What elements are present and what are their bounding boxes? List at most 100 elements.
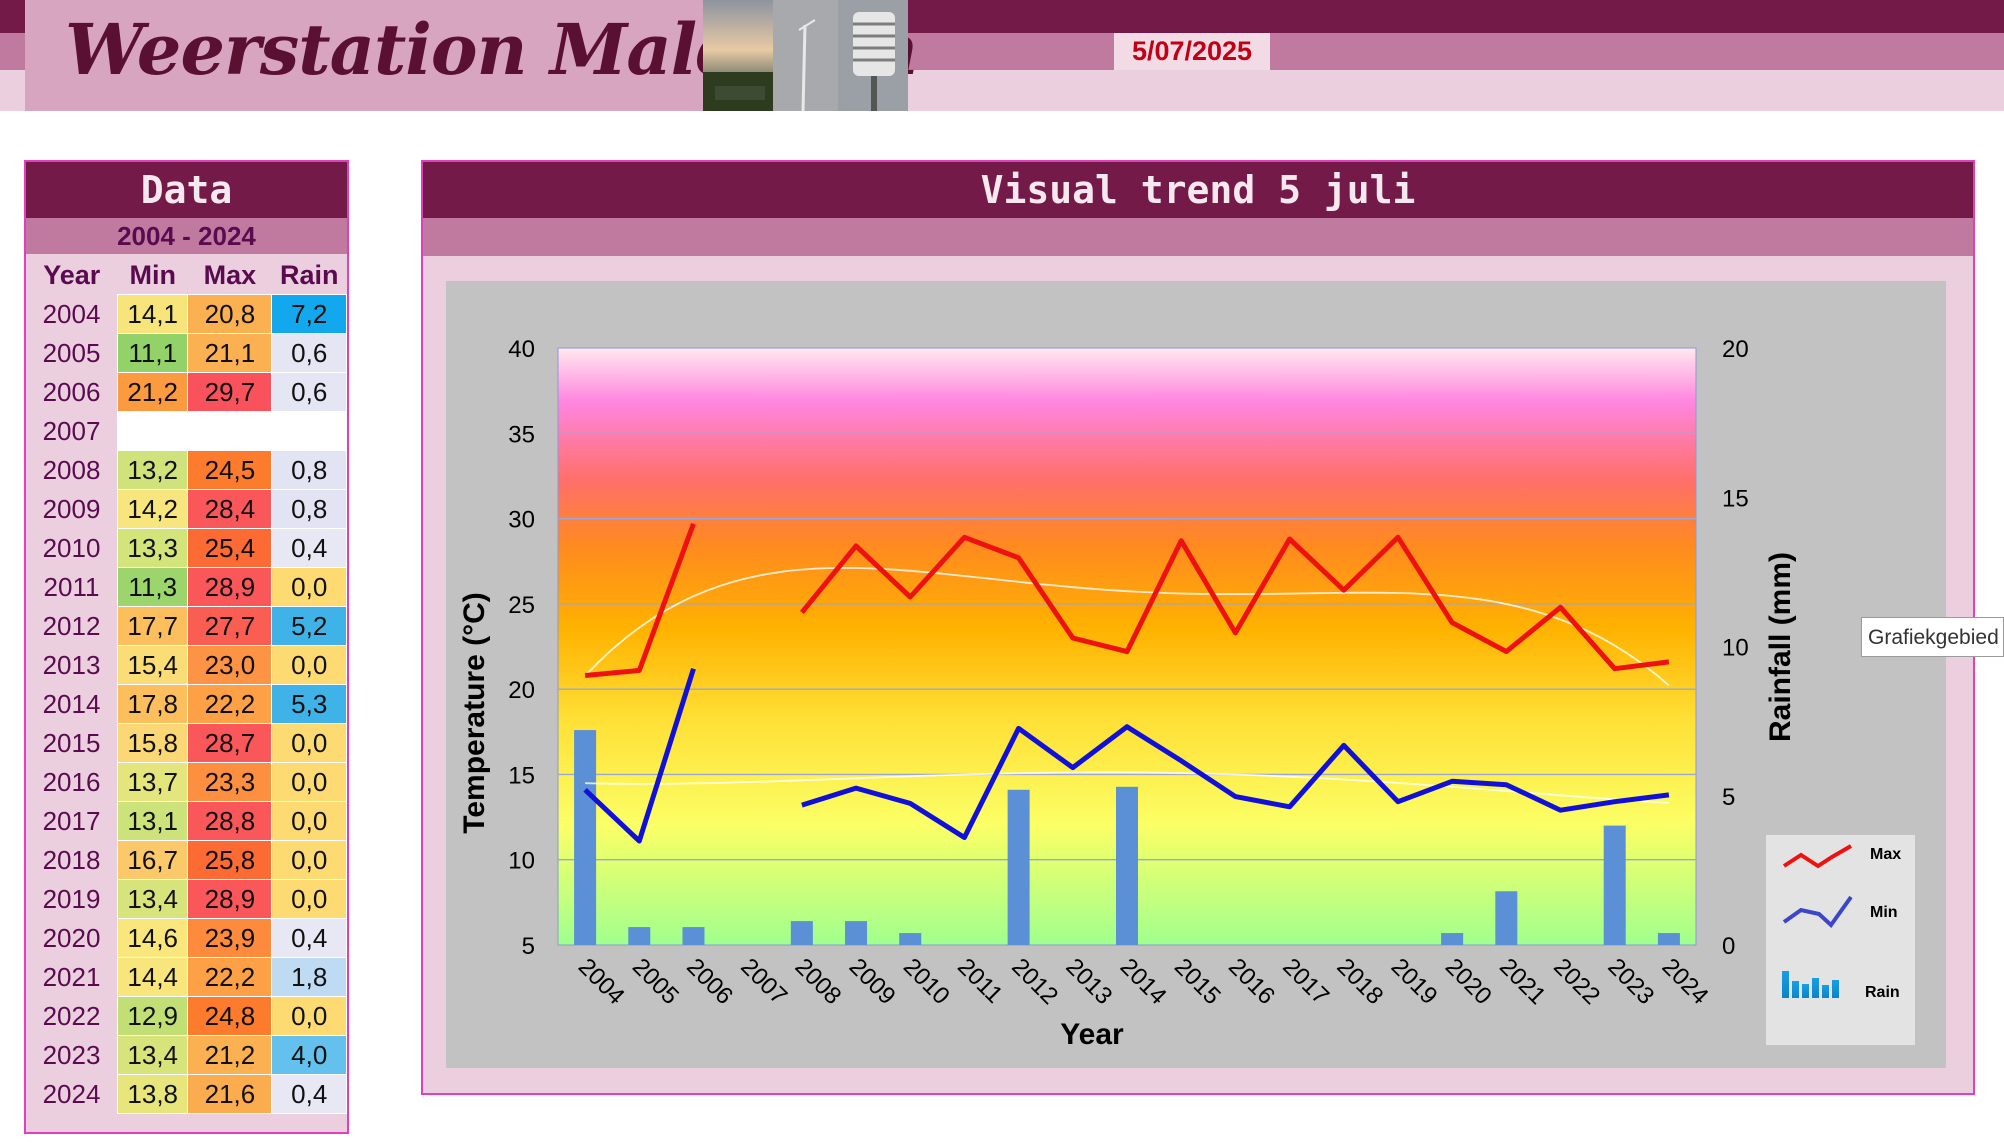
row-max: 22,2 [187, 684, 273, 724]
row-year: 2013 [42, 649, 101, 680]
row-min: 14,2 [116, 489, 189, 529]
row-rain: 0,8 [271, 450, 347, 490]
table-row: 2013 15,4 23,0 0,0 [26, 645, 347, 685]
row-rain: 0,0 [271, 723, 347, 763]
row-rain: 0,0 [271, 996, 347, 1036]
row-max: 27,7 [187, 606, 273, 646]
row-year: 2024 [42, 1078, 101, 1109]
row-min: 15,8 [116, 723, 189, 763]
row-min: 15,4 [116, 645, 189, 685]
row-min [116, 411, 189, 451]
row-max: 21,1 [187, 333, 273, 373]
row-min: 13,3 [116, 528, 189, 568]
row-rain: 1,8 [271, 957, 347, 997]
row-rain: 5,2 [271, 606, 347, 646]
row-max: 24,8 [187, 996, 273, 1036]
row-year: 2011 [43, 571, 100, 602]
table-row: 2008 13,2 24,5 0,8 [26, 450, 347, 490]
table-row: 2016 13,7 23,3 0,0 [26, 762, 347, 802]
row-rain: 0,0 [271, 879, 347, 919]
row-min: 14,4 [116, 957, 189, 997]
row-rain: 0,4 [271, 528, 347, 568]
row-max: 28,9 [187, 879, 273, 919]
table-row: 2011 11,3 28,9 0,0 [26, 567, 347, 607]
table-row: 2007 [26, 411, 347, 451]
row-rain: 4,0 [271, 1035, 347, 1075]
row-rain: 0,4 [271, 1074, 347, 1114]
row-max: 22,2 [187, 957, 273, 997]
row-max: 25,8 [187, 840, 273, 880]
row-year: 2010 [42, 532, 101, 563]
chart-area-tooltip: Grafiekgebied [1861, 617, 2004, 657]
table-row: 2021 14,4 22,2 1,8 [26, 957, 347, 997]
table-row: 2014 17,8 22,2 5,3 [26, 684, 347, 724]
row-min: 13,4 [116, 879, 189, 919]
row-max: 23,0 [187, 645, 273, 685]
row-max: 28,8 [187, 801, 273, 841]
table-row: 2004 14,1 20,8 7,2 [26, 294, 347, 334]
row-min: 14,1 [116, 294, 189, 334]
row-year: 2018 [42, 844, 101, 875]
row-min: 17,8 [116, 684, 189, 724]
row-rain: 0,6 [271, 333, 347, 373]
row-max: 28,7 [187, 723, 273, 763]
row-year: 2017 [42, 805, 101, 836]
row-rain: 7,2 [271, 294, 347, 334]
table-row: 2024 13,8 21,6 0,4 [26, 1074, 347, 1114]
col-header-max: Max [203, 259, 257, 290]
row-rain: 0,4 [271, 918, 347, 958]
row-min: 17,7 [116, 606, 189, 646]
data-panel-title: Data [26, 162, 347, 218]
row-max: 28,4 [187, 489, 273, 529]
chart-title: Visual trend 5 juli [423, 162, 1973, 218]
data-range: 2004 - 2024 [26, 218, 347, 254]
col-header-min: Min [129, 259, 176, 290]
row-year: 2008 [42, 454, 101, 485]
row-rain: 5,3 [271, 684, 347, 724]
row-year: 2019 [42, 883, 101, 914]
row-min: 13,4 [116, 1035, 189, 1075]
row-max: 23,3 [187, 762, 273, 802]
row-rain: 0,8 [271, 489, 347, 529]
col-header-rain: Rain [279, 259, 339, 290]
chart-panel: Visual trend 5 juli [421, 160, 1975, 1095]
table-row: 2020 14,6 23,9 0,4 [26, 918, 347, 958]
row-rain: 0,0 [271, 762, 347, 802]
row-year: 2022 [42, 1000, 101, 1031]
row-min: 13,1 [116, 801, 189, 841]
row-year: 2006 [42, 376, 101, 407]
row-min: 11,3 [116, 567, 189, 607]
table-row: 2019 13,4 28,9 0,0 [26, 879, 347, 919]
row-max: 24,5 [187, 450, 273, 490]
row-year: 2004 [42, 298, 101, 329]
row-max: 25,4 [187, 528, 273, 568]
table-row: 2023 13,4 21,2 4,0 [26, 1035, 347, 1075]
data-table: Year Min Max Rain 2004 14,1 20,8 7,2 2005 11,… [26, 256, 347, 1114]
table-row: 2017 13,1 28,8 0,0 [26, 801, 347, 841]
row-year: 2009 [42, 493, 101, 524]
row-min: 21,2 [116, 372, 189, 412]
row-year: 2020 [42, 922, 101, 953]
row-rain: 0,0 [271, 840, 347, 880]
row-year: 2015 [42, 727, 101, 758]
table-row: 2012 17,7 27,7 5,2 [26, 606, 347, 646]
row-max [187, 411, 273, 451]
row-year: 2016 [42, 766, 101, 797]
row-min: 16,7 [116, 840, 189, 880]
table-row: 2018 16,7 25,8 0,0 [26, 840, 347, 880]
current-date: 5/07/2025 [1114, 33, 1270, 70]
table-row: 2022 12,9 24,8 0,0 [26, 996, 347, 1036]
table-row: 2005 11,1 21,1 0,6 [26, 333, 347, 373]
station-photo [703, 0, 908, 111]
chart-title-subband [423, 218, 1973, 256]
row-min: 14,6 [116, 918, 189, 958]
row-rain: 0,0 [271, 801, 347, 841]
row-min: 13,7 [116, 762, 189, 802]
site-title-box: Weerstation Malderen [25, 0, 918, 111]
table-row: 2015 15,8 28,7 0,0 [26, 723, 347, 763]
table-row: 2006 21,2 29,7 0,6 [26, 372, 347, 412]
row-min: 13,2 [116, 450, 189, 490]
row-min: 11,1 [116, 333, 189, 373]
row-max: 21,6 [187, 1074, 273, 1114]
row-min: 12,9 [116, 996, 189, 1036]
